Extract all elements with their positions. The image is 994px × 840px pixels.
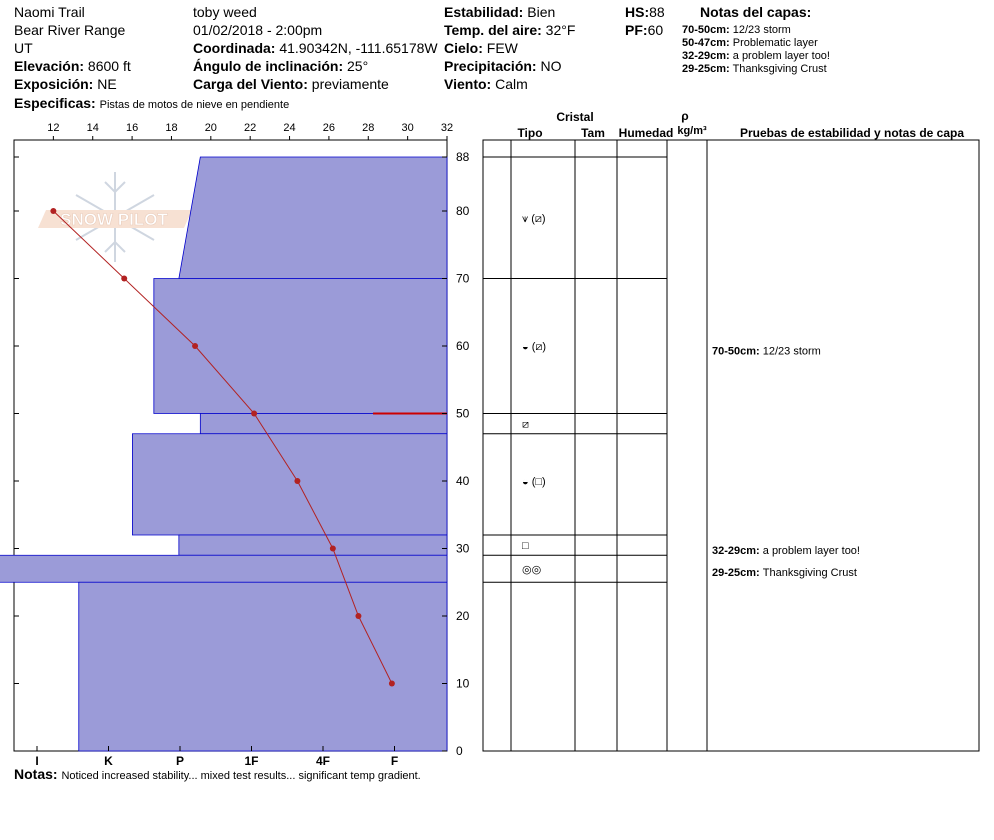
precipitation: Precipitación: NO (444, 58, 562, 74)
hardness-layer-5 (178, 534, 448, 556)
layer-annotation-2: 32-29cm: a problem layer too! (712, 545, 860, 557)
hardness-tick-label-F: F (391, 754, 398, 768)
temp-tick-label-12: 12 (47, 122, 59, 134)
depth-tick-label-30: 30 (456, 542, 470, 556)
temp-tick-label-32: 32 (441, 122, 453, 134)
depth-tick-label-20: 20 (456, 609, 470, 623)
stability: Estabilidad: Bien (444, 4, 556, 20)
temp-point-4 (251, 410, 258, 417)
temp-point-8 (388, 680, 395, 687)
depth-tick-label-60: 60 (456, 339, 470, 353)
hardness-tick-label-4F: 4F (316, 754, 330, 768)
temp-point-2 (121, 275, 128, 282)
hardness-tick-label-K: K (104, 754, 113, 768)
temp-tick-label-28: 28 (362, 122, 374, 134)
depth-tick-label-80: 80 (456, 204, 470, 218)
col-moisture: Humedad (619, 126, 674, 140)
hs: HS:88 (625, 4, 665, 20)
layer-table: ⩛ (⧄) ◒ (⧄) ⧄ ◒ (□) □ ◎◎ 70-50cm: 12/23 storm 3… (482, 139, 980, 752)
hardness-layer-4 (131, 433, 448, 536)
depth-tick-label-10: 10 (456, 677, 470, 691)
temp-tick-label-14: 14 (87, 122, 99, 134)
col-rho: ρ (681, 109, 688, 123)
hardness-layer-7 (78, 581, 448, 752)
hardness-layer-3 (199, 413, 448, 435)
hardness-layer-6 (0, 554, 448, 583)
depth-tick-label-70: 70 (456, 272, 470, 286)
temp-point-6 (329, 545, 336, 552)
temp-point-1 (50, 208, 57, 214)
depth-tick-label-0: 0 (456, 744, 463, 758)
range: Bear River Range (14, 22, 126, 38)
hardness-layer-1 (178, 156, 448, 279)
temp-point-3 (192, 343, 199, 349)
air-temp: Temp. del aire: 32°F (444, 22, 576, 38)
location: Naomi Trail (14, 4, 85, 20)
pf: PF:60 (625, 22, 664, 38)
temp-point-5 (294, 478, 301, 484)
layer-note-3: 32-29cm: a problem layer too! (682, 50, 830, 62)
sky: Cielo: FEW (444, 40, 518, 56)
observer: toby weed (193, 4, 257, 20)
layer-annotation-1: 70-50cm: 12/23 storm (712, 346, 821, 358)
col-density-unit: kg/m³ (677, 125, 707, 137)
layer-note-2: 50-47cm: Problematic layer (682, 37, 818, 49)
grain-symbol-1: ⩛ (⧄) (522, 213, 546, 225)
temp-tick-label-16: 16 (126, 122, 138, 134)
coordinate: Coordinada: 41.90342N, -111.65178W (193, 40, 438, 56)
hardness-tick-label-I: I (35, 754, 38, 768)
temperature-line (53, 210, 393, 684)
footer-notes: Notas: Noticed increased stability... mi… (14, 766, 421, 782)
temp-tick-label-20: 20 (205, 122, 217, 134)
temp-tick-label-24: 24 (283, 122, 295, 134)
grain-symbol-5: □ (522, 540, 529, 552)
col-crystal: Cristal (556, 110, 593, 124)
col-size: Tam (581, 126, 605, 140)
slope-angle: Ángulo de inclinación: 25° (193, 58, 369, 74)
layer-note-4: 29-25cm: Thanksgiving Crust (682, 63, 827, 75)
grain-symbol-6: ◎◎ (522, 564, 541, 576)
wind-load: Carga del Viento: previamente (193, 76, 389, 92)
hardness-tick-label-P: P (176, 754, 184, 768)
depth-tick-label-40: 40 (456, 474, 470, 488)
snowpilot-logo: SNOW PILOT (38, 172, 192, 262)
svg-text:SNOW PILOT: SNOW PILOT (60, 210, 168, 229)
temp-tick-label-18: 18 (165, 122, 177, 134)
temp-tick-label-22: 22 (244, 122, 256, 134)
elevation: Elevación: 8600 ft (14, 58, 131, 74)
exposure: Exposición: NE (14, 76, 117, 92)
datetime: 01/02/2018 - 2:00pm (193, 22, 323, 38)
grain-symbol-3: ⧄ (522, 419, 529, 431)
layer-annotation-3: 29-25cm: Thanksgiving Crust (712, 567, 857, 579)
col-type: Tipo (517, 126, 542, 140)
depth-tick-label-50: 50 (456, 407, 470, 421)
temp-tick-label-30: 30 (402, 122, 414, 134)
temp-tick-label-26: 26 (323, 122, 335, 134)
grain-symbol-2: ◒ (⧄) (522, 341, 546, 353)
temp-point-7 (355, 613, 362, 619)
depth-tick-label-88: 88 (456, 150, 470, 164)
layer-notes-title: Notas del capas: (700, 4, 812, 20)
col-tests: Pruebas de estabilidad y notas de capa (740, 126, 964, 140)
layer-note-1: 70-50cm: 12/23 storm (682, 24, 791, 36)
wind: Viento: Calm (444, 76, 528, 92)
grain-symbol-4: ◒ (□) (522, 476, 546, 488)
hardness-tick-label-1F: 1F (244, 754, 258, 768)
specifics: Especificas: Pistas de motos de nieve en… (14, 95, 290, 111)
state: UT (14, 40, 33, 56)
